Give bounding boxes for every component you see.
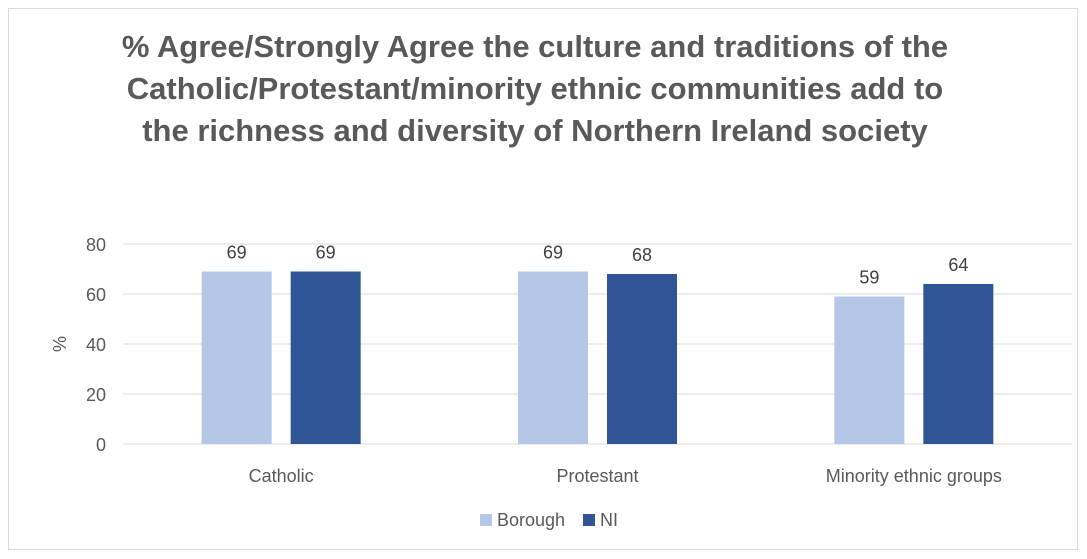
legend-swatch-ni — [583, 514, 595, 526]
y-tick-label-60: 60 — [86, 285, 106, 305]
gridlines — [123, 243, 1072, 445]
legend-label-ni: NI — [600, 510, 618, 530]
y-tick-label-80: 80 — [86, 235, 106, 255]
bar-ni-1 — [607, 274, 677, 444]
data-label-ni-2: 64 — [948, 255, 968, 275]
x-axis-ticks: Catholic Protestant Minority ethnic groups — [249, 466, 1002, 486]
x-tick-label-2: Minority ethnic groups — [826, 466, 1002, 486]
data-label-borough-2: 59 — [859, 268, 879, 288]
data-labels: 69 69 69 68 59 64 — [227, 243, 969, 288]
bar-ni-2 — [923, 284, 994, 444]
data-label-borough-0: 69 — [227, 243, 247, 263]
chart-title: % Agree/Strongly Agree the culture and t… — [121, 29, 949, 148]
bar-ni-0 — [290, 271, 361, 444]
bar-borough-1 — [518, 271, 588, 444]
data-label-ni-1: 68 — [632, 245, 652, 265]
x-tick-label-0: Catholic — [249, 466, 314, 486]
legend-label-borough: Borough — [497, 510, 565, 530]
y-tick-label-40: 40 — [86, 335, 106, 355]
legend-swatch-borough — [480, 514, 492, 526]
bar-borough-2 — [834, 296, 905, 444]
y-axis-label: % — [50, 336, 70, 352]
data-label-ni-0: 69 — [316, 243, 336, 263]
y-tick-label-0: 0 — [96, 435, 106, 455]
x-tick-label-1: Protestant — [556, 466, 638, 486]
data-label-borough-1: 69 — [543, 243, 563, 263]
y-axis-ticks: 0 20 40 60 80 — [86, 235, 106, 455]
bars — [201, 271, 994, 444]
legend: Borough NI — [480, 510, 618, 530]
bar-borough-0 — [201, 271, 272, 444]
y-tick-label-20: 20 — [86, 385, 106, 405]
